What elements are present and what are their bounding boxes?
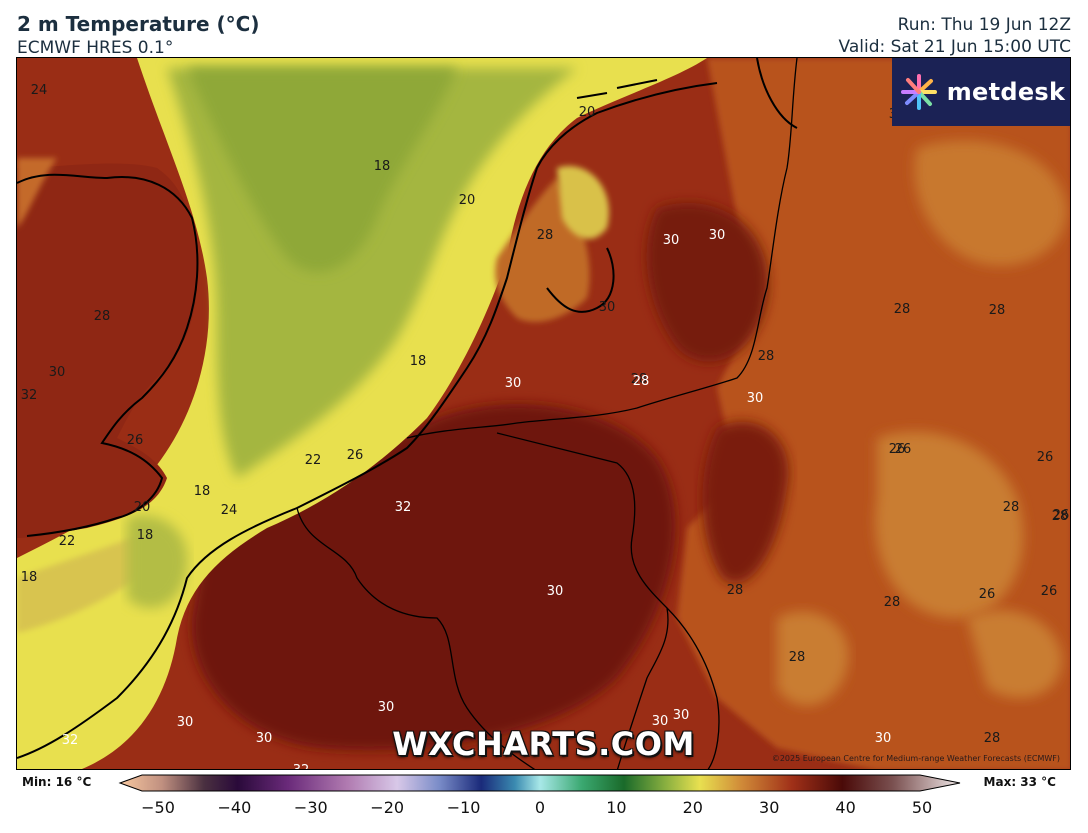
contour-label: 18 [137,528,154,543]
region-t26-east2 [777,611,849,706]
legend-tick-label: 30 [759,798,780,817]
contour-label: 30 [177,715,194,730]
coastlines [17,58,798,759]
contour-label: 30 [505,376,522,391]
legend-tick-label: 0 [534,798,546,817]
contour-label: 26 [979,587,996,602]
contour-label: 24 [31,83,48,98]
region-t26-east [875,431,1024,618]
contour-label: 26 [889,442,906,457]
uk-land-region [17,163,197,539]
valid-time: Valid: Sat 21 Jun 15:00 UTC [838,37,1071,57]
contour-label: 26 [1041,584,1058,599]
contour-label: 30 [378,700,395,715]
header-left: 2 m Temperature (°C) ECMWF HRES 0.1° [17,10,259,58]
contour-label: 30 [49,365,66,380]
legend-tick-label: −20 [370,798,405,817]
contour-label: 28 [884,595,901,610]
contour-label: 28 [1003,500,1020,515]
contour-label: 30 [547,584,564,599]
legend-min: Min: 16 °C [22,775,92,789]
sea-t18-sw [127,515,188,608]
contour-label: 28 [789,650,806,665]
contour-label: 30 [747,391,764,406]
legend-tick-label: 10 [606,798,627,817]
contour-label: 26 [1037,450,1054,465]
contour-label: 26 [347,448,364,463]
contour-label: 30 [875,731,892,746]
contour-label: 32 [21,388,38,403]
contour-label: 28 [989,303,1006,318]
region-t26-east3 [967,610,1062,698]
contour-label: 28 [984,731,1001,746]
contour-label: 18 [21,570,38,585]
uk-orange-coast [17,158,57,228]
legend-tick-label: −10 [446,798,481,817]
contour-label: 22 [305,453,322,468]
contour-label: 22 [59,534,76,549]
sea-cool-region [17,58,707,769]
contour-label: 18 [374,159,391,174]
legend-colorbar [118,774,961,792]
contour-label: 30 [673,708,690,723]
contour-label: 26 [127,433,144,448]
map-panel[interactable]: 24 18 20 20 28 30 30 30 28 30 32 26 18 2… [16,57,1071,770]
country-borders [296,58,798,769]
model-name: ECMWF HRES 0.1° [17,38,174,58]
contour-label: 28 [633,374,650,389]
contour-label: 30 [652,714,669,729]
frisian-yellow [557,166,609,239]
legend-tick-label: −40 [217,798,252,817]
region-t32-mid [702,421,789,584]
run-time: Run: Thu 19 Jun 12Z [897,15,1071,35]
contour-label: 28 [727,583,744,598]
region-t26-ne [914,140,1067,266]
contour-label: 32 [62,733,79,748]
legend-tick-label: 40 [835,798,856,817]
temperature-map[interactable]: 24 18 20 20 28 30 30 30 28 30 32 26 18 2… [17,58,1071,770]
contour-label: 28 [894,302,911,317]
flower-burst-icon [900,74,937,110]
contour-label: 30 [256,731,273,746]
region-t32-north [646,202,769,362]
contour-label: 20 [134,500,151,515]
sea-t17-region [187,68,457,273]
contour-label: 24 [221,503,238,518]
legend-tick-label: −50 [141,798,175,817]
chart-title: 2 m Temperature (°C) [17,12,260,36]
contour-label: 28 [758,349,775,364]
watermark: WXCHARTS.COM [392,725,695,763]
contour-label: 28 [631,372,648,387]
contour-label: 26 [1053,508,1070,523]
contour-label: 28 [537,228,554,243]
contour-label: 20 [579,105,596,120]
contour-label: 18 [194,484,211,499]
contour-label: 20 [459,193,476,208]
legend-tick-label: 50 [911,798,933,817]
header-right: Run: Thu 19 Jun 12Z Valid: Sat 21 Jun 15… [839,14,1071,58]
contour-label: 28 [1052,509,1069,524]
metdesk-logo: metdesk [892,58,1070,126]
contour-label: 30 [599,300,616,315]
contour-label: 30 [663,233,680,248]
contour-label: 26 [895,442,912,457]
contour-label: 18 [410,354,427,369]
legend-tick-label: 20 [682,798,703,817]
legend-max: Max: 33 °C [983,775,1056,789]
contour-label: 32 [293,763,310,770]
legend-tick-label: −30 [293,798,328,817]
logo-text: metdesk [946,78,1066,106]
color-legend: Min: 16 °C Max: 33 °C [0,772,1088,833]
copyright-notice: ©2025 European Centre for Medium-range W… [771,754,1060,763]
contour-label: 32 [395,500,412,515]
contour-label: 28 [94,309,111,324]
contour-label: 30 [709,228,726,243]
